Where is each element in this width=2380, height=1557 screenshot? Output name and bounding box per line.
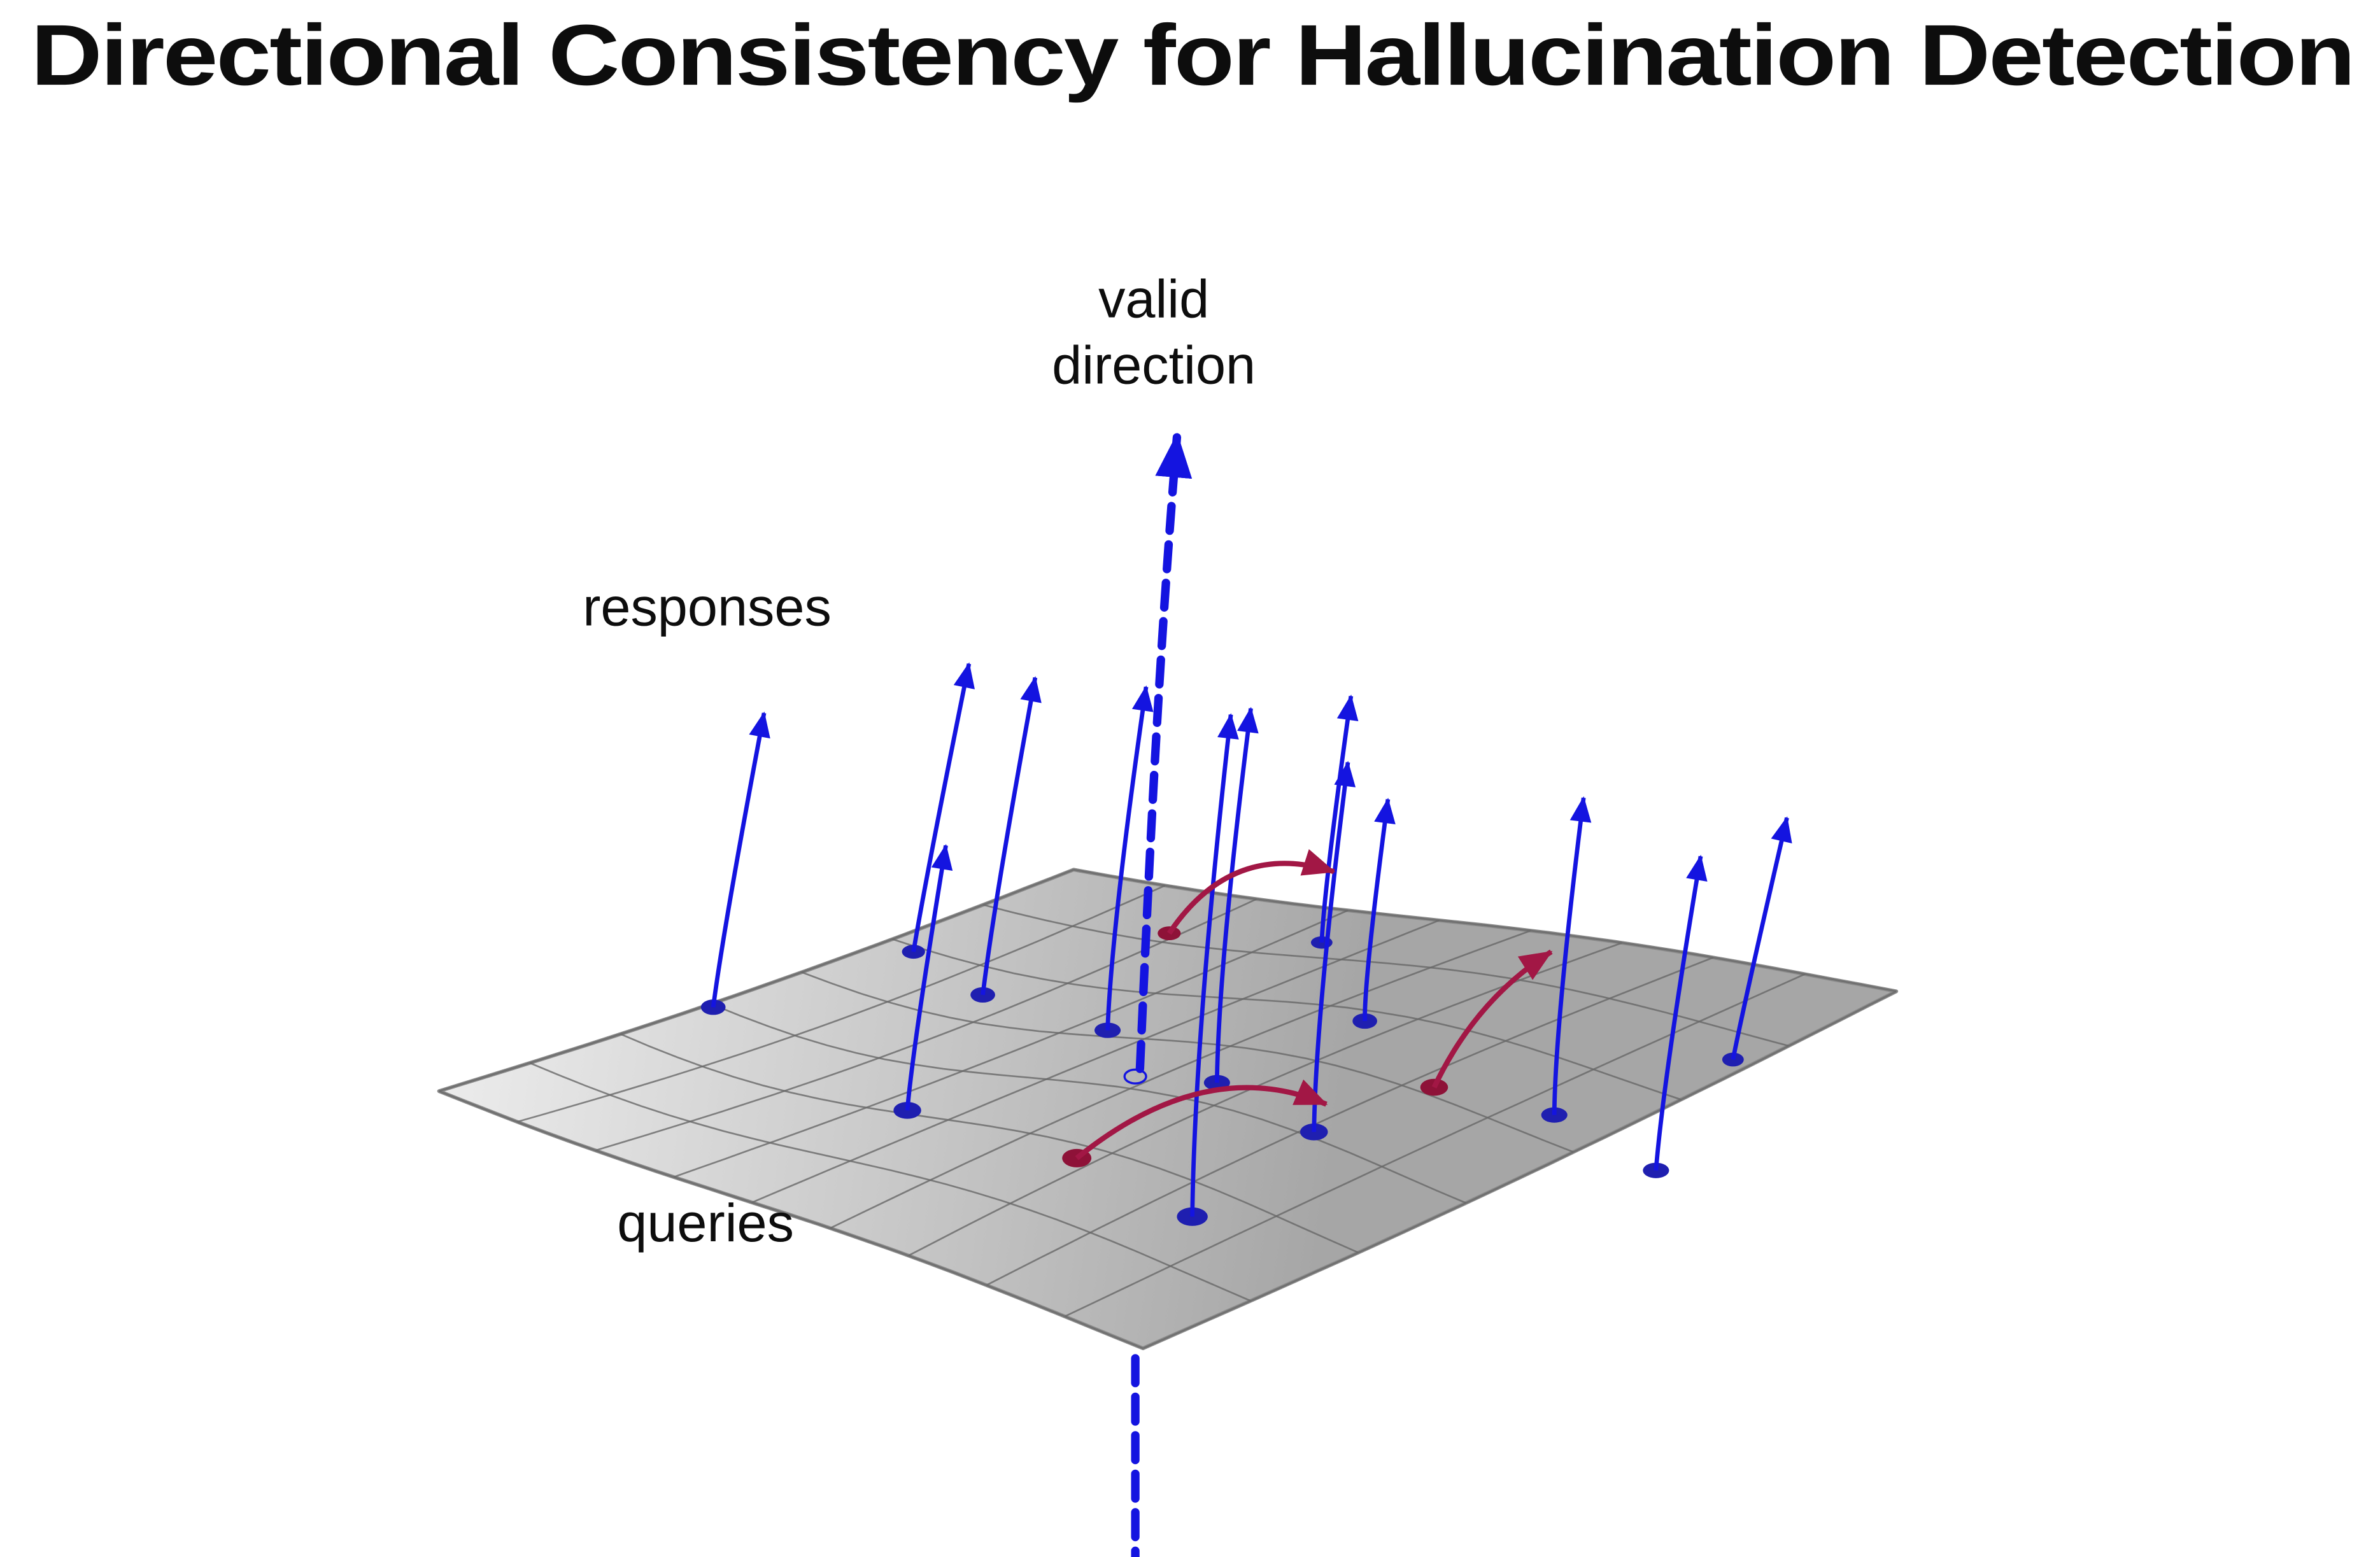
response-arrow [1105,685,1154,1031]
query-dot [1352,1013,1377,1029]
axis-pierce-ring [1123,1068,1147,1085]
grid-line [439,868,1074,1092]
response-arrow [1319,694,1359,943]
responses-label: responses [583,576,832,637]
grid-line [1142,990,1897,1349]
response-arrow [1731,816,1792,1060]
query-manifold-surface [437,868,1899,1351]
response-arrow [911,662,975,952]
grid-line [620,1033,1359,1253]
hallucination-arrows [1062,849,1553,1167]
grid-line [517,884,1166,1123]
response-arrows [711,662,1792,1217]
grid-line [439,1090,1144,1349]
response-arrow [1214,707,1259,1083]
grid-line [830,929,1531,1229]
valid-direction-label-line1: valid [1098,268,1209,328]
surface-outline [437,868,1899,1351]
grid-line [1064,973,1806,1318]
hallucination-arrow [1075,1079,1328,1160]
response-arrow [1363,798,1396,1022]
hallucination-arrow [1431,949,1553,1088]
hallucination-dot [1420,1078,1449,1096]
grid-line [529,1062,1251,1302]
response-arrow [1552,796,1592,1115]
response-arrow [981,676,1042,996]
response-arrow [1190,713,1239,1217]
response-arrow [1654,854,1708,1171]
valid-direction-axis-arrow [1135,432,1193,1073]
grid-line [801,971,1574,1153]
grid-line [982,904,1789,1047]
grid-line [986,956,1714,1286]
hallucination-arrow [1166,849,1336,935]
page-title: Directional Consistency for Hallucinatio… [31,6,2353,103]
response-arrow [905,843,953,1111]
grid-line [892,938,1682,1101]
queries-label: queries [617,1192,794,1253]
valid-direction-axis [1123,432,1193,1557]
grid-line [711,1003,1466,1204]
valid-direction-label-line2: direction [1052,334,1256,395]
response-arrow [711,711,770,1008]
grid-line [673,909,1349,1178]
